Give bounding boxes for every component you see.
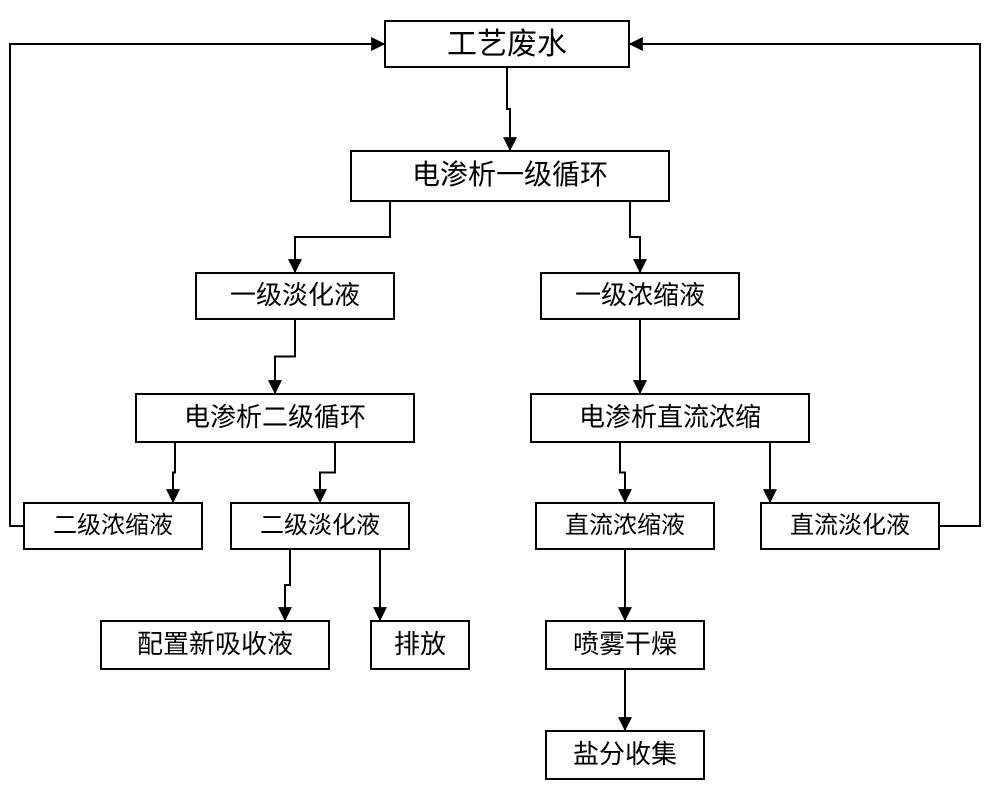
node-n_ed2: 电渗析二级循环 bbox=[135, 393, 415, 443]
node-n_eddc: 电渗析直流浓缩 bbox=[530, 393, 810, 443]
node-label: 二级淡化液 bbox=[260, 513, 380, 539]
node-label: 二级浓缩液 bbox=[53, 513, 173, 539]
edge bbox=[295, 202, 390, 272]
node-label: 电渗析一级循环 bbox=[412, 161, 608, 192]
edge bbox=[630, 202, 640, 272]
node-n_dilute1: 一级淡化液 bbox=[195, 272, 395, 320]
node-label: 电渗析二级循环 bbox=[184, 404, 366, 433]
node-label: 一级淡化液 bbox=[230, 282, 360, 311]
node-n_conc1: 一级浓缩液 bbox=[540, 272, 740, 320]
node-label: 盐分收集 bbox=[573, 741, 677, 770]
node-n_top: 工艺废水 bbox=[384, 20, 630, 68]
node-n_discharge: 排放 bbox=[370, 620, 470, 670]
node-label: 配置新吸收液 bbox=[137, 631, 293, 660]
edge bbox=[620, 443, 625, 502]
node-label: 一级浓缩液 bbox=[575, 282, 705, 311]
node-n_ed1: 电渗析一级循环 bbox=[350, 150, 670, 202]
node-n_dilute2: 二级淡化液 bbox=[230, 502, 410, 550]
node-n_salt: 盐分收集 bbox=[545, 730, 705, 780]
edge bbox=[173, 443, 175, 502]
edge bbox=[275, 320, 295, 393]
node-n_dcdilute: 直流淡化液 bbox=[760, 502, 940, 550]
node-label: 工艺废水 bbox=[447, 28, 567, 61]
node-n_spray: 喷雾干燥 bbox=[545, 620, 705, 670]
edge bbox=[320, 443, 335, 502]
node-n_conc2: 二级浓缩液 bbox=[23, 502, 203, 550]
node-label: 电渗析直流浓缩 bbox=[579, 404, 761, 433]
node-label: 直流淡化液 bbox=[790, 513, 910, 539]
edge bbox=[285, 550, 290, 620]
node-label: 直流浓缩液 bbox=[565, 513, 685, 539]
node-label: 排放 bbox=[394, 631, 446, 660]
node-label: 喷雾干燥 bbox=[573, 631, 677, 660]
edge bbox=[507, 68, 510, 150]
node-n_newabs: 配置新吸收液 bbox=[100, 620, 330, 670]
node-n_dcconc: 直流浓缩液 bbox=[535, 502, 715, 550]
